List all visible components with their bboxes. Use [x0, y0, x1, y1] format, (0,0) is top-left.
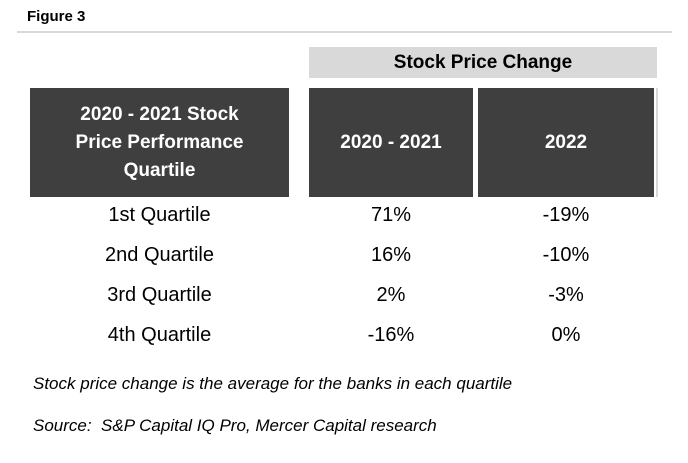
- table-row-label: 3rd Quartile: [107, 283, 212, 306]
- table-right-border: [656, 88, 658, 197]
- table-row-label: 2nd Quartile: [105, 243, 214, 266]
- figure-label: Figure 3: [27, 8, 86, 25]
- table-cell-value: 71%: [370, 203, 412, 226]
- table-row-label: 4th Quartile: [107, 323, 212, 346]
- table-cell-value: -3%: [548, 283, 584, 306]
- table-cell-value: -16%: [367, 323, 415, 346]
- row-header-line: Quartile: [123, 159, 196, 181]
- row-header-cell: 2020 - 2021 Stock Price Performance Quar…: [30, 88, 289, 197]
- footnote-average-note: Stock price change is the average for th…: [33, 374, 513, 393]
- table-cell-value: 2%: [376, 283, 406, 306]
- row-header-line: Price Performance: [75, 131, 244, 153]
- row-header-line: 2020 - 2021 Stock: [80, 103, 239, 125]
- column-header-2020-2021: 2020 - 2021: [309, 88, 473, 197]
- table-cell-value: -10%: [542, 243, 590, 266]
- footnote-source: Source: S&P Capital IQ Pro, Mercer Capit…: [33, 416, 437, 435]
- title-divider: [17, 31, 672, 33]
- table-row-label: 1st Quartile: [108, 203, 211, 226]
- table-cell-value: 0%: [551, 323, 581, 346]
- column-header-2022: 2022: [478, 88, 654, 197]
- table-banner-title: Stock Price Change: [309, 47, 657, 78]
- table-cell-value: -19%: [542, 203, 590, 226]
- table-cell-value: 16%: [370, 243, 412, 266]
